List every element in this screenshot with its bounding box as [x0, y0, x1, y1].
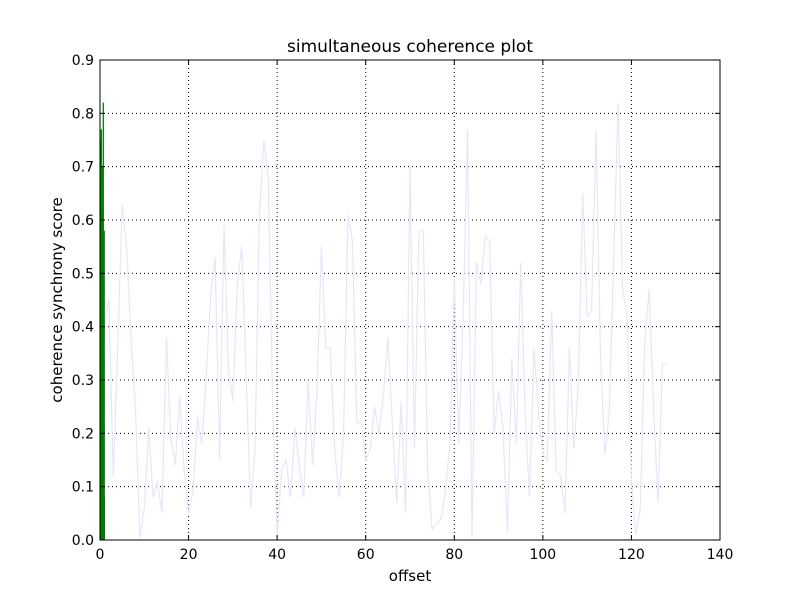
y-tick-label: 0.5 [72, 266, 94, 282]
y-tick-label: 0.6 [72, 213, 94, 229]
x-tick-label: 80 [445, 547, 463, 563]
y-tick-label: 0.9 [72, 53, 94, 69]
y-tick-label: 0.4 [72, 320, 94, 336]
axis-ticks: 0 20 40 60 80 100 120 140 0.0 0.1 0.2 0.3 0.4 0.5 0.6 0… [72, 53, 734, 563]
y-tick-label: 0.2 [72, 426, 94, 442]
grid-lines [100, 60, 720, 540]
chart-title: simultaneous coherence plot [287, 37, 533, 57]
y-tick-label: 0.3 [72, 373, 94, 389]
x-tick-label: 20 [180, 547, 198, 563]
x-tick-label: 120 [618, 547, 645, 563]
y-tick-label: 0.1 [72, 480, 94, 496]
y-tick-label: 0.7 [72, 160, 94, 176]
x-tick-label: 60 [357, 547, 375, 563]
y-axis-label: coherence synchrony score [48, 197, 66, 402]
x-tick-label: 100 [529, 547, 556, 563]
x-axis-label: offset [389, 567, 432, 585]
plot-frame [99, 59, 721, 541]
y-tick-label: 0.8 [72, 106, 94, 122]
x-tick-label: 140 [707, 547, 734, 563]
series-line-faint [100, 102, 667, 538]
x-tick-label: 0 [96, 547, 105, 563]
x-tick-label: 40 [268, 547, 286, 563]
y-tick-label: 0.0 [72, 533, 94, 549]
